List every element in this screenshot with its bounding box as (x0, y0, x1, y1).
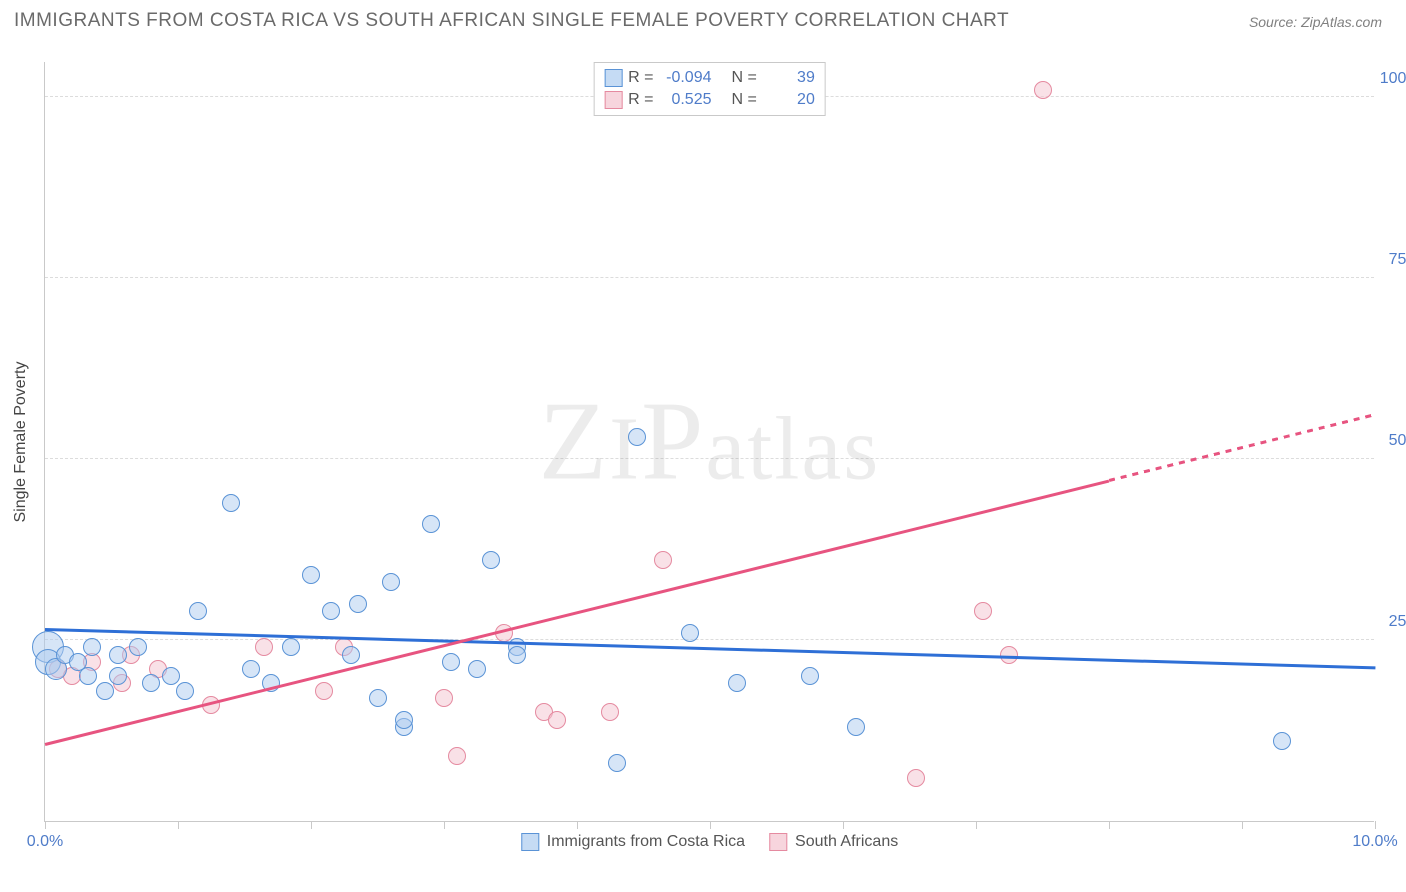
data-point-pink (1000, 646, 1018, 664)
data-point-blue (109, 667, 127, 685)
data-point-blue (162, 667, 180, 685)
data-point-blue (79, 667, 97, 685)
legend-n-label: N = (732, 89, 757, 111)
data-point-pink (974, 602, 992, 620)
legend-n-value-pink: 20 (763, 89, 815, 111)
legend-swatch-pink (604, 91, 622, 109)
x-tick (311, 821, 312, 829)
data-point-blue (83, 638, 101, 656)
data-point-blue (142, 674, 160, 692)
watermark: ZIPatlas (539, 377, 881, 506)
data-point-blue (242, 660, 260, 678)
legend-r-value-blue: -0.094 (660, 67, 712, 89)
x-tick (577, 821, 578, 829)
y-tick-label: 50.0% (1379, 432, 1406, 450)
data-point-blue (129, 638, 147, 656)
legend-n-label: N = (732, 67, 757, 89)
y-tick-label: 75.0% (1379, 251, 1406, 269)
x-tick-label: 0.0% (27, 833, 63, 851)
x-tick (45, 821, 46, 829)
legend-n-value-blue: 39 (763, 67, 815, 89)
legend-r-label: R = (628, 89, 653, 111)
data-point-pink (601, 703, 619, 721)
data-point-blue (508, 646, 526, 664)
data-point-blue (222, 494, 240, 512)
data-point-blue (349, 595, 367, 613)
legend-label-pink: South Africans (795, 833, 898, 851)
data-point-blue (96, 682, 114, 700)
data-point-blue (482, 551, 500, 569)
data-point-pink (315, 682, 333, 700)
legend-correlation-box: R = -0.094 N = 39 R = 0.525 N = 20 (593, 62, 826, 116)
data-point-blue (382, 573, 400, 591)
data-point-pink (435, 689, 453, 707)
data-point-blue (422, 515, 440, 533)
source-attribution: Source: ZipAtlas.com (1249, 14, 1382, 30)
legend-swatch-blue (521, 833, 539, 851)
data-point-blue (322, 602, 340, 620)
data-point-pink (654, 551, 672, 569)
chart-title: IMMIGRANTS FROM COSTA RICA VS SOUTH AFRI… (14, 10, 1009, 32)
data-point-blue (468, 660, 486, 678)
legend-item-pink: South Africans (769, 833, 898, 851)
data-point-blue (442, 653, 460, 671)
data-point-blue (342, 646, 360, 664)
data-point-blue (302, 566, 320, 584)
data-point-blue (628, 428, 646, 446)
x-tick (710, 821, 711, 829)
gridline-h (45, 458, 1374, 459)
x-tick (976, 821, 977, 829)
data-point-blue (681, 624, 699, 642)
legend-swatch-pink (769, 833, 787, 851)
gridline-h (45, 277, 1374, 278)
data-point-blue (728, 674, 746, 692)
data-point-blue (369, 689, 387, 707)
data-point-pink (548, 711, 566, 729)
data-point-pink (448, 747, 466, 765)
legend-label-blue: Immigrants from Costa Rica (547, 833, 745, 851)
legend-series: Immigrants from Costa Rica South African… (521, 833, 898, 851)
chart-container: IMMIGRANTS FROM COSTA RICA VS SOUTH AFRI… (0, 0, 1406, 892)
legend-swatch-blue (604, 69, 622, 87)
data-point-blue (608, 754, 626, 772)
legend-r-value-pink: 0.525 (660, 89, 712, 111)
legend-row-blue: R = -0.094 N = 39 (604, 67, 815, 89)
data-point-pink (255, 638, 273, 656)
x-tick-label: 10.0% (1352, 833, 1397, 851)
x-tick (1375, 821, 1376, 829)
data-point-blue (847, 718, 865, 736)
x-tick (843, 821, 844, 829)
trend-line-pink-dashed (1109, 413, 1376, 481)
x-tick (1242, 821, 1243, 829)
data-point-blue (801, 667, 819, 685)
data-point-pink (907, 769, 925, 787)
data-point-pink (1034, 81, 1052, 99)
data-point-blue (282, 638, 300, 656)
x-tick (178, 821, 179, 829)
x-tick (444, 821, 445, 829)
plot-area: Single Female Poverty ZIPatlas R = -0.09… (44, 62, 1374, 822)
gridline-h (45, 639, 1374, 640)
data-point-blue (109, 646, 127, 664)
legend-row-pink: R = 0.525 N = 20 (604, 89, 815, 111)
y-tick-label: 100.0% (1379, 70, 1406, 88)
legend-r-label: R = (628, 67, 653, 89)
data-point-blue (176, 682, 194, 700)
data-point-blue (189, 602, 207, 620)
data-point-blue (395, 711, 413, 729)
data-point-blue (1273, 732, 1291, 750)
y-tick-label: 25.0% (1379, 613, 1406, 631)
legend-item-blue: Immigrants from Costa Rica (521, 833, 745, 851)
y-axis-title: Single Female Poverty (12, 361, 30, 522)
x-tick (1109, 821, 1110, 829)
